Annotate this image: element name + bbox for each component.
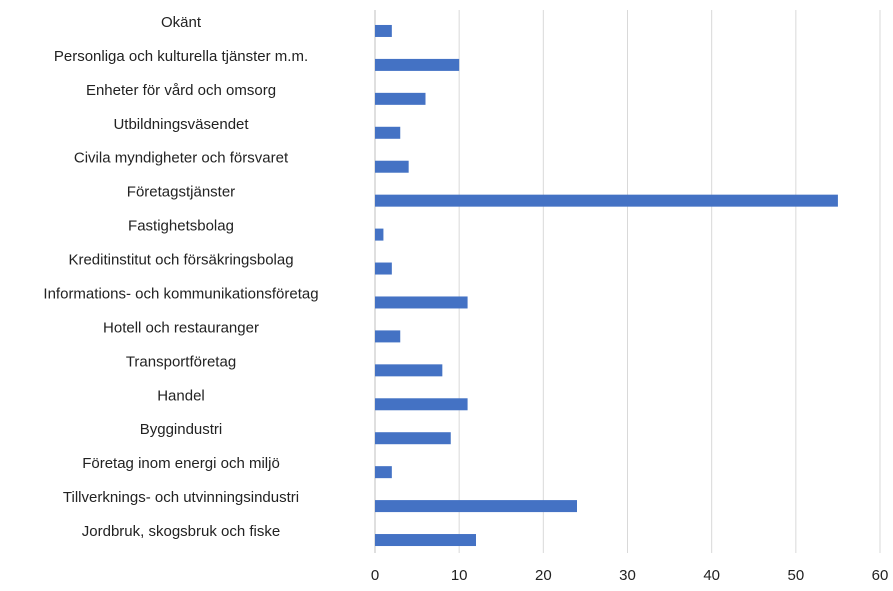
y-tick-label: Jordbruk, skogsbruk och fiske [82,523,280,540]
y-tick-label: Enheter för vård och omsorg [86,82,276,99]
bar [375,500,577,513]
bar [375,398,468,411]
y-tick-label: Informations- och kommunikationsföretag [43,285,318,302]
y-tick-label: Okänt [161,14,202,31]
x-tick-label: 60 [872,567,889,584]
bar [375,228,384,241]
y-tick-label: Transportföretag [126,353,236,370]
bar [375,194,838,207]
bar [375,126,401,139]
y-tick-label: Handel [157,387,205,404]
y-tick-label: Civila myndigheter och försvaret [74,150,289,167]
x-tick-label: 10 [451,567,468,584]
y-tick-label: Hotell och restauranger [103,319,259,336]
y-tick-label: Företag inom energi och miljö [82,455,280,472]
bar [375,92,426,105]
bar [375,364,443,377]
y-tick-label: Fastighetsbolag [128,218,234,235]
bar [375,534,476,547]
y-tick-label: Byggindustri [140,421,223,438]
bar [375,296,468,309]
x-tick-label: 40 [703,567,720,584]
x-tick-label: 30 [619,567,636,584]
bar [375,466,392,479]
y-tick-label: Tillverknings- och utvinningsindustri [63,489,299,506]
bar [375,24,392,37]
y-tick-label: Personliga och kulturella tjänster m.m. [54,48,308,65]
bar [375,160,409,173]
bar [375,330,401,343]
x-tick-label: 20 [535,567,552,584]
y-tick-label: Företagstjänster [127,184,235,201]
y-tick-label: Kreditinstitut och försäkringsbolag [68,252,293,269]
x-tick-label: 50 [787,567,804,584]
y-tick-label: Utbildningsväsendet [113,116,249,133]
bar [375,58,460,71]
bar [375,262,392,275]
x-tick-label: 0 [371,567,379,584]
bar [375,432,451,445]
